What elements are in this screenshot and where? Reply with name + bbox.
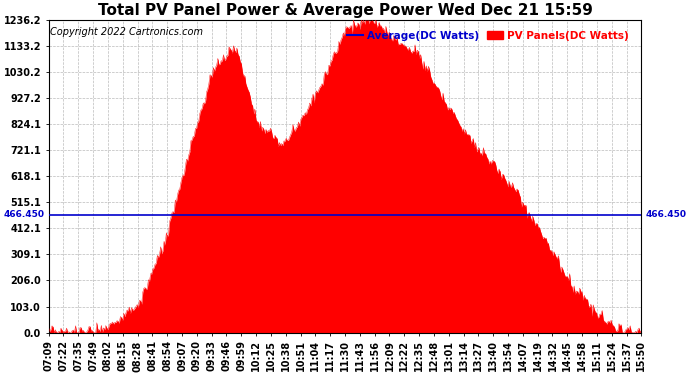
Text: 466.450: 466.450 (646, 210, 687, 219)
Legend: Average(DC Watts), PV Panels(DC Watts): Average(DC Watts), PV Panels(DC Watts) (343, 26, 633, 45)
Text: 466.450: 466.450 (3, 210, 44, 219)
Text: Copyright 2022 Cartronics.com: Copyright 2022 Cartronics.com (50, 27, 203, 38)
Title: Total PV Panel Power & Average Power Wed Dec 21 15:59: Total PV Panel Power & Average Power Wed… (97, 3, 593, 18)
